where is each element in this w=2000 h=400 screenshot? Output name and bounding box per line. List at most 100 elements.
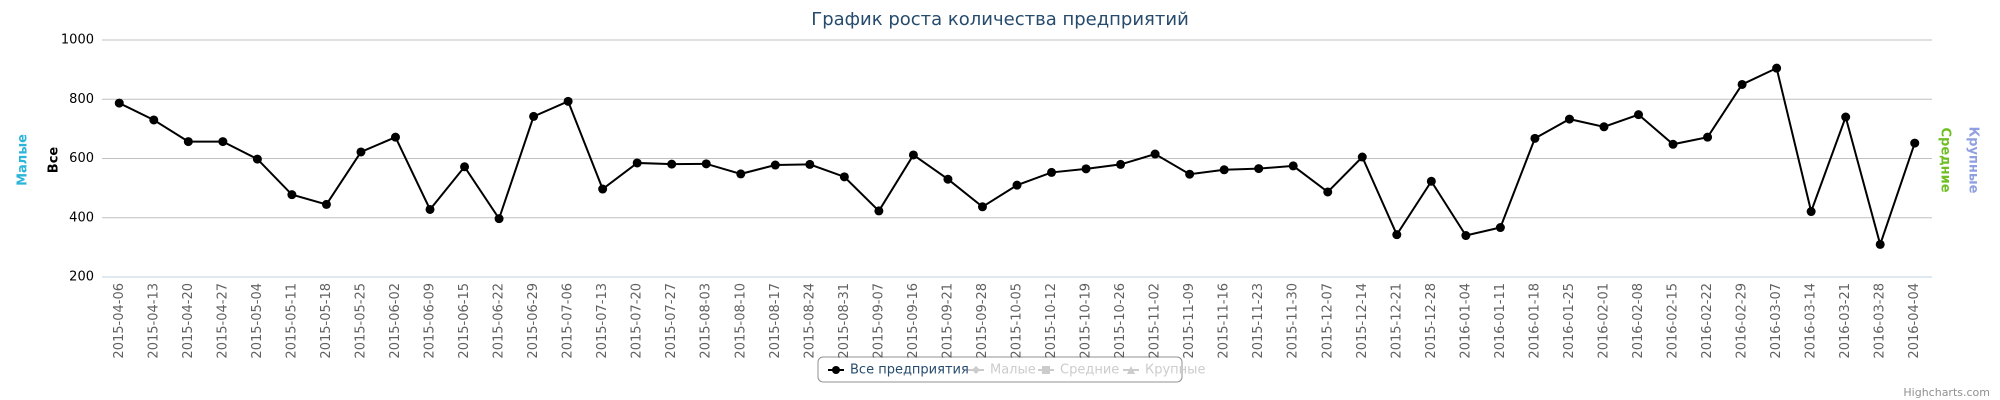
legend-item[interactable]: Средние [1060,363,1119,378]
x-tick-label: 2015-04-13 [146,283,161,359]
x-tick-label: 2015-05-11 [284,283,299,359]
axis-title: Крупные [1966,127,1981,194]
point [390,132,400,142]
point [287,190,297,200]
point [1357,152,1367,162]
point [1047,167,1057,177]
legend-item[interactable]: Малые [990,363,1036,378]
x-tick-label: 2015-08-10 [733,283,748,359]
point [943,174,953,184]
point [1703,132,1713,142]
point [1012,180,1022,190]
x-tick-label: 2015-07-13 [595,283,610,359]
point [1772,63,1782,73]
x-tick-label: 2016-01-25 [1562,283,1577,359]
point [1668,139,1678,149]
point [1806,207,1816,217]
x-tick-label: 2015-07-20 [630,283,645,359]
y-tick-label: 400 [69,210,94,225]
point [183,137,193,147]
x-tick-label: 2015-09-21 [940,283,955,359]
x-tick-label: 2016-02-01 [1596,283,1611,359]
x-tick-label: 2016-01-18 [1527,283,1542,359]
point [1219,165,1229,175]
x-tick-label: 2015-06-22 [492,283,507,359]
x-tick-label: 2015-12-28 [1424,283,1439,359]
legend-item[interactable]: Все предприятия [850,363,969,378]
point [356,147,366,157]
point [563,96,573,106]
point [736,169,746,179]
y-tick-label: 800 [69,92,94,107]
legend-symbol[interactable] [972,366,980,374]
point [425,204,435,214]
x-tick-label: 2015-11-09 [1182,283,1197,359]
x-tick-label: 2015-06-29 [526,283,541,359]
x-tick-label: 2015-06-15 [457,283,472,359]
x-tick-label: 2015-12-14 [1355,283,1370,359]
x-tick-label: 2016-02-08 [1631,283,1646,359]
chart-title: График роста количества предприятий [811,9,1189,30]
point [1910,138,1920,148]
x-tick-label: 2015-05-25 [353,283,368,359]
point [1116,159,1126,169]
x-tick-label: 2015-10-19 [1079,283,1094,359]
point [805,159,815,169]
x-tick-label: 2015-04-27 [215,283,230,359]
x-tick-label: 2016-02-15 [1666,283,1681,359]
point [1737,79,1747,89]
legend-symbol[interactable] [1042,366,1050,374]
x-tick-label: 2016-02-22 [1700,283,1715,359]
y-tick-label: 600 [69,151,94,166]
x-tick-label: 2015-10-05 [1010,283,1025,359]
x-tick-label: 2015-11-30 [1286,283,1301,359]
credits[interactable]: Highcharts.com [1903,386,1990,399]
point [632,158,642,168]
point [1426,176,1436,186]
point [839,172,849,182]
point [529,111,539,121]
point [1634,110,1644,120]
x-tick-label: 2015-11-23 [1251,283,1266,359]
x-tick-label: 2015-04-06 [112,283,127,359]
x-tick-label: 2015-11-16 [1217,283,1232,359]
legend-symbol[interactable] [1127,366,1135,374]
x-tick-label: 2015-07-27 [664,283,679,359]
x-tick-label: 2016-03-07 [1769,283,1784,359]
x-tick-label: 2015-09-16 [906,283,921,359]
point [252,154,262,164]
point [1461,231,1471,241]
point [1875,239,1885,249]
x-tick-label: 2016-03-14 [1804,283,1819,359]
x-tick-label: 2015-06-02 [388,283,403,359]
legend-item[interactable]: Крупные [1145,363,1205,378]
point [1185,169,1195,179]
x-tick-label: 2015-08-31 [837,283,852,359]
point [977,202,987,212]
legend-box [817,356,1183,383]
point [218,137,228,147]
x-tick-label: 2015-12-07 [1320,283,1335,359]
x-tick-label: 2015-12-21 [1389,283,1404,359]
x-tick-label: 2015-09-07 [871,283,886,359]
point [598,184,608,194]
point [770,160,780,170]
x-tick-label: 2015-08-17 [768,283,783,359]
point [667,159,677,169]
x-tick-label: 2016-03-21 [1838,283,1853,359]
x-tick-label: 2015-07-06 [561,283,576,359]
legend-symbol[interactable] [832,366,840,374]
x-tick-label: 2015-05-04 [250,283,265,359]
point [149,115,159,125]
point [1323,187,1333,197]
x-tick-label: 2015-10-12 [1044,283,1059,359]
point [1841,112,1851,122]
point [701,159,711,169]
point [1254,164,1264,174]
x-tick-label: 2016-01-11 [1493,283,1508,359]
point [114,98,124,108]
axis-title: Малые [16,134,31,186]
x-tick-label: 2015-09-28 [975,283,990,359]
x-tick-label: 2015-04-20 [181,283,196,359]
